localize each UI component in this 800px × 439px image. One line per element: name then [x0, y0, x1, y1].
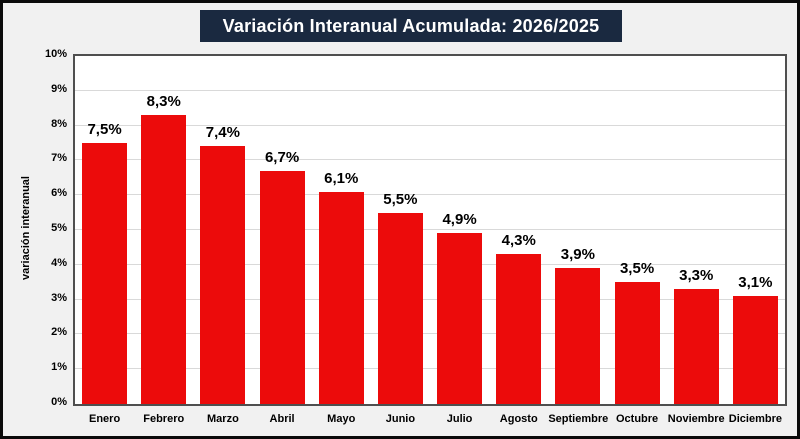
gridline-1pct	[75, 368, 785, 370]
bar-septiembre	[555, 268, 601, 404]
x-axis-label-noviembre: Noviembre	[667, 413, 725, 425]
gridline-2pct	[75, 333, 785, 335]
y-tick-label: 7%	[51, 152, 67, 165]
bar-noviembre	[673, 289, 719, 404]
x-axis-label-diciembre: Diciembre	[728, 413, 782, 425]
bar-value-label-julio: 4,9%	[442, 211, 477, 229]
x-axis-label-septiembre: Septiembre	[548, 413, 609, 425]
y-tick-label: 2%	[51, 326, 67, 339]
x-axis-label-mayo: Mayo	[327, 413, 356, 425]
y-tick-label: 6%	[51, 187, 67, 200]
bar-octubre	[614, 282, 660, 404]
bar-abril	[259, 170, 305, 404]
bar-value-label-octubre: 3,5%	[619, 260, 655, 278]
gridline-7pct	[75, 159, 785, 161]
bar-value-label-agosto: 4,3%	[501, 232, 536, 250]
gridline-9pct	[75, 89, 785, 91]
chart-title-text: Variación Interanual Acumulada: 2026/202…	[222, 15, 600, 36]
bar-enero	[82, 143, 128, 404]
y-tick-label: 3%	[51, 291, 67, 304]
bar-agosto	[496, 254, 542, 404]
bar-value-label-noviembre: 3,3%	[679, 267, 714, 285]
gridline-5pct	[75, 229, 785, 230]
y-tick-label: 8%	[51, 117, 67, 130]
bar-value-label-junio: 5,5%	[383, 190, 418, 208]
x-axis-label-octubre: Octubre	[615, 413, 659, 425]
bar-marzo	[200, 146, 246, 404]
chart-title-banner: Variación Interanual Acumulada: 2026/202…	[200, 10, 622, 42]
bar-value-label-septiembre: 3,9%	[560, 246, 595, 264]
gridline-6pct	[75, 194, 785, 196]
x-axis-label-agosto: Agosto	[499, 413, 538, 425]
y-tick-label: 10%	[44, 48, 67, 60]
x-axis-label-julio: Julio	[446, 413, 473, 425]
y-tick-label: 4%	[51, 256, 67, 269]
y-tick-label: 1%	[51, 361, 67, 374]
bar-julio	[437, 233, 483, 404]
x-axis-label-febrero: Febrero	[143, 413, 185, 425]
x-axis-label-junio: Junio	[385, 413, 416, 425]
gridline-3pct	[75, 298, 785, 300]
bar-value-label-mayo: 6,1%	[324, 169, 359, 187]
x-axis-label-enero: Enero	[88, 413, 121, 425]
y-tick-label: 5%	[51, 222, 67, 234]
bar-febrero	[141, 115, 187, 404]
bar-value-label-abril: 6,7%	[264, 148, 300, 166]
bar-value-label-marzo: 7,4%	[205, 124, 240, 142]
gridline-4pct	[75, 263, 785, 265]
bar-value-label-enero: 7,5%	[87, 121, 122, 138]
bar-value-label-diciembre: 3,1%	[738, 274, 773, 292]
bar-junio	[377, 212, 423, 404]
bar-diciembre	[732, 296, 778, 404]
bar-value-label-febrero: 8,3%	[146, 93, 181, 111]
gridline-8pct	[75, 124, 785, 126]
x-axis-label-marzo: Marzo	[207, 413, 239, 425]
y-tick-label: 0%	[51, 396, 67, 408]
plot-area	[73, 54, 787, 406]
y-tick-label: 9%	[51, 82, 67, 95]
x-axis-label-abril: Abril	[269, 413, 295, 425]
bar-mayo	[318, 191, 364, 404]
